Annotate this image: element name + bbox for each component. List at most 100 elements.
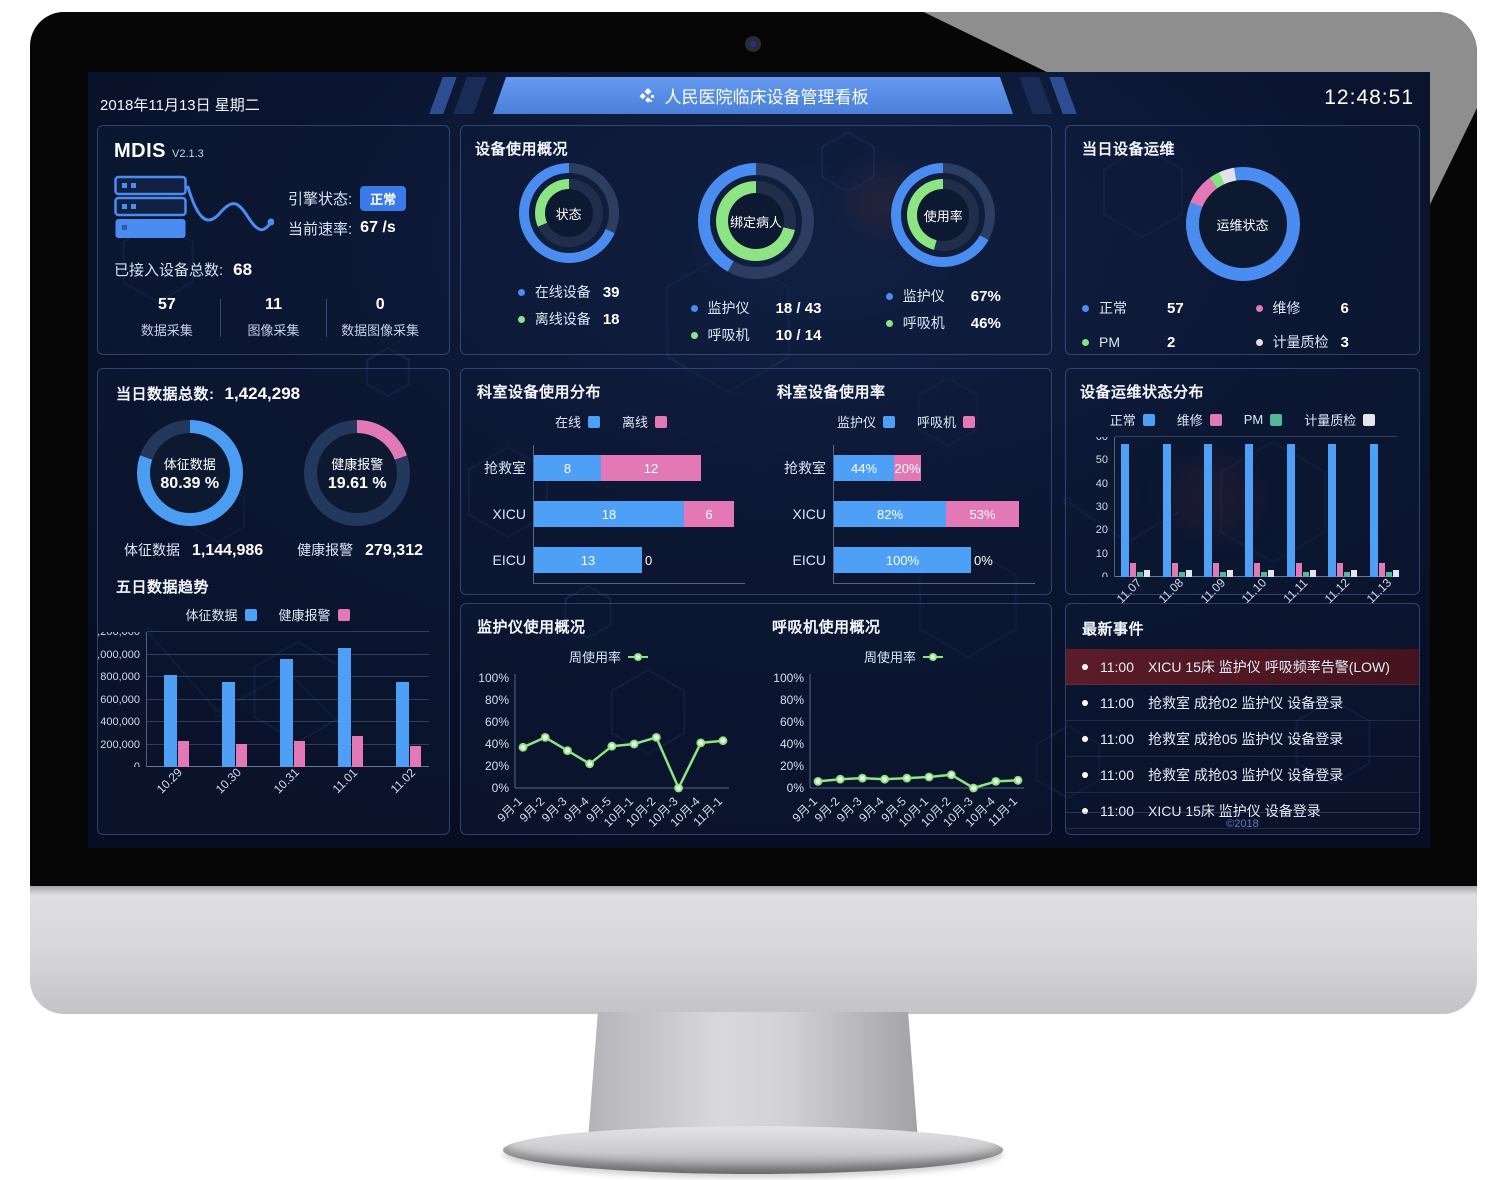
- chart-title: 科室设备使用分布: [477, 384, 602, 401]
- legend-label: 周使用率: [863, 650, 916, 665]
- hbar-row: EICU 13 0: [493, 547, 745, 573]
- legend-dot: [885, 319, 893, 327]
- bars-layer: [147, 632, 437, 767]
- panel-mdis: MDIS V2.1.3 引擎状态: 正常: [97, 125, 450, 355]
- legend-item: 维修: [1177, 410, 1222, 429]
- monitor-stand-base: [503, 1126, 1003, 1174]
- svg-text:0%: 0%: [787, 781, 805, 795]
- legend-value: 18: [602, 310, 620, 328]
- chart-title: 监护仪使用概况: [477, 619, 586, 636]
- bar-健康报警: [293, 740, 305, 767]
- svg-text:40%: 40%: [780, 737, 804, 751]
- y-tick-label: 1,200,000: [98, 632, 140, 638]
- events-title: 最新事件: [1082, 621, 1145, 638]
- engine-status-label: 引擎状态:: [288, 190, 353, 208]
- dept-usage-section: 科室设备使用率 监护仪 呼吸机 抢救室 44% 20% XICU 82% 53% EICU 100…: [761, 381, 1051, 584]
- y-tick-label: 1,000,000: [98, 648, 140, 661]
- hbar-chart: 抢救室 44% 20% XICU 82% 53% EICU 100% 0%: [784, 445, 1035, 584]
- hbar-row: 抢救室 8 12: [484, 455, 745, 481]
- legend-label: 在线设备: [534, 284, 591, 300]
- y-tick-label: 600,000: [100, 693, 140, 706]
- legend-label: 维修: [1176, 413, 1203, 428]
- donut-center-label: 状态: [555, 206, 582, 222]
- x-axis-labels: 11.07 11.08 11.09 11.10 11.11 11.12 11.13: [1114, 576, 1405, 607]
- legend-item: 计量质检 3: [1255, 332, 1404, 352]
- data-total-label: 健康报警: [297, 542, 354, 558]
- donut-center-label: 体征数据 80.39 %: [137, 420, 243, 526]
- legend-label: 计量质检: [1304, 413, 1357, 428]
- plot-area: [146, 631, 437, 767]
- bar-健康报警: [351, 735, 363, 767]
- legend-label: 监护仪: [902, 288, 945, 304]
- y-tick-label: 60: [1095, 437, 1108, 443]
- donut-center-label: 健康报警 19.61 %: [304, 420, 410, 526]
- maintenance-distribution-chart: 正常 维修 PM 计量质检 0 10 20 30 40 50 60 11.07 11.08 11.09 11…: [1080, 410, 1405, 607]
- title-banner: 人民医院临床设备管理看板: [493, 77, 1013, 114]
- y-tick-label: 200,000: [100, 738, 140, 751]
- panel-usage-overview: 设备使用概况 状态 在线设备 39 离线设备 18 绑定病人 监护仪 18 / 43 呼吸机 10…: [460, 125, 1052, 355]
- legend-label: 离线: [622, 415, 649, 430]
- banner-stripe: [453, 77, 487, 114]
- legend-value: 3: [1340, 333, 1349, 351]
- legend-label: 呼吸机: [707, 327, 750, 343]
- collection-stat: 11 图像采集: [221, 296, 327, 339]
- monitor-chin: [30, 886, 1477, 1014]
- bar-体征数据: [395, 681, 409, 767]
- legend-value: 46%: [970, 314, 1001, 332]
- donut-ring: [304, 420, 411, 526]
- y-axis-labels: 0 200,000 400,000 600,000 800,000 1,000,000 1,…: [98, 632, 146, 767]
- panel-title: 当日设备运维: [1082, 141, 1176, 158]
- panel-dept-charts: 科室设备使用分布 在线 离线 抢救室 8 12 XICU 18 6 EICU 13 0 科室设备使用…: [460, 368, 1052, 595]
- svg-text:60%: 60%: [780, 715, 804, 729]
- chart-legend: 周使用率: [772, 647, 1035, 666]
- legend-label: PM: [1099, 334, 1120, 350]
- hbar-chart: 抢救室 8 12 XICU 18 6 EICU 13 0: [484, 445, 745, 584]
- event-text: XICU 15床 监护仪 呼吸频率告警(LOW): [1148, 658, 1390, 675]
- event-text: 抢救室 成抢05 监护仪 设备登录: [1148, 730, 1344, 747]
- bar-维修: [1130, 563, 1137, 577]
- donut-name: 健康报警: [331, 456, 384, 472]
- y-axis-labels: 0 10 20 30 40 50 60: [1080, 437, 1114, 577]
- webcam: [745, 36, 761, 52]
- chart-title: 科室设备使用率: [777, 384, 886, 401]
- legend-swatch: [883, 415, 895, 428]
- row-label: 抢救室: [784, 460, 826, 476]
- data-total-value: 1,144,986: [192, 542, 264, 559]
- event-row: 11:00 抢救室 成抢03 监护仪 设备登录: [1066, 757, 1419, 793]
- row-label: EICU: [492, 552, 526, 568]
- gridline: [147, 631, 429, 632]
- background-glow: [1168, 462, 1258, 532]
- event-text: 抢救室 成抢03 监护仪 设备登录: [1148, 766, 1344, 783]
- y-tick-label: 0: [133, 761, 140, 767]
- x-tick-label: 11.08: [1155, 575, 1187, 607]
- bar-计量质检: [1309, 570, 1316, 577]
- single-ring-donut: 体征数据 80.39 %: [136, 420, 243, 526]
- maintenance-donut: 运维状态: [1185, 167, 1300, 281]
- chart-legend: 体征数据 健康报警: [98, 605, 437, 624]
- legend-label: 在线: [554, 415, 581, 430]
- event-time: 11:00: [1100, 694, 1134, 711]
- monitor-stand-neck: [588, 1012, 918, 1140]
- bar-正常: [1328, 444, 1337, 577]
- x-tick-label: 11.07: [1113, 575, 1145, 607]
- x-tick-label: 10.31: [271, 765, 303, 797]
- events-list: 11:00 XICU 15床 监护仪 呼吸频率告警(LOW) 11:00 抢救室 成抢…: [1066, 649, 1419, 829]
- trend-subtitle: 五日数据趋势: [116, 579, 210, 596]
- hbar-row: EICU 100% 0%: [793, 547, 1035, 573]
- collection-stats: 57 数据采集 11 图像采集 0 数据图像采集: [114, 296, 433, 339]
- event-time: 11:00: [1100, 658, 1134, 675]
- x-axis-labels: 10.29 10.30 10.31 11.01 11.02: [146, 765, 437, 796]
- bar-group: [395, 681, 421, 767]
- y-tick-label: 50: [1095, 454, 1108, 467]
- bar-计量质检: [1185, 570, 1192, 577]
- bar-segment: 6: [684, 501, 734, 527]
- row-label: 抢救室: [484, 460, 526, 476]
- legend-line-marker: [923, 652, 943, 661]
- row-label: XICU: [492, 506, 526, 522]
- engine-status-badge: 正常: [360, 185, 407, 211]
- bar-健康报警: [409, 745, 421, 767]
- bar-维修: [1295, 563, 1302, 577]
- legend-item: 呼吸机 10 / 14: [690, 325, 821, 345]
- legend-item: 计量质检: [1304, 410, 1376, 429]
